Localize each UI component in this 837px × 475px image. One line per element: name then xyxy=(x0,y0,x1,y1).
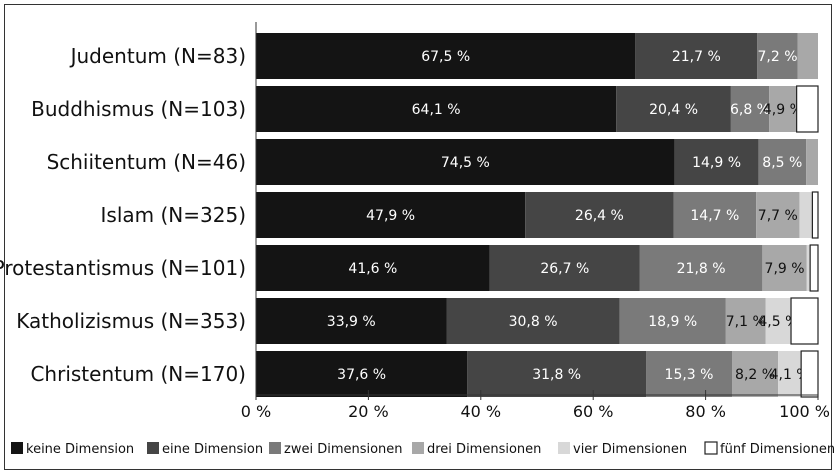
data-label: 4,9 % xyxy=(763,102,803,118)
bar-segment xyxy=(256,298,447,344)
data-label: 30,8 % xyxy=(509,314,558,330)
bar-segment xyxy=(635,33,758,79)
bar-segment xyxy=(799,192,813,238)
bar-segment xyxy=(725,298,766,344)
data-label: 37,6 % xyxy=(337,367,386,383)
bar-segment xyxy=(256,351,468,397)
category-label: Protestantismus (N=101) xyxy=(0,256,246,280)
legend-label: eine Dimension xyxy=(162,442,263,457)
legend-swatch xyxy=(558,442,570,454)
legend-swatch xyxy=(412,442,424,454)
bar-segment xyxy=(646,351,733,397)
bar-segment xyxy=(806,245,811,291)
category-label: Islam (N=325) xyxy=(101,203,246,227)
x-tick-label: 20 % xyxy=(348,402,389,421)
bar-segment xyxy=(730,86,770,132)
legend-label: drei Dimensionen xyxy=(427,442,541,457)
bar-segment xyxy=(778,351,802,397)
bar-segment xyxy=(758,139,807,185)
bar-segment xyxy=(256,192,526,238)
bar-segment xyxy=(756,192,800,238)
x-tick-label: 100 % xyxy=(779,402,830,421)
data-label: 7,2 % xyxy=(758,49,798,65)
bar-segment xyxy=(790,297,819,345)
data-label: 26,7 % xyxy=(540,261,589,277)
bar-segment xyxy=(796,85,819,133)
data-label: 20,4 % xyxy=(649,102,698,118)
x-tick-label: 60 % xyxy=(573,402,614,421)
bar-segment xyxy=(489,245,640,291)
data-label: 7,9 % xyxy=(765,261,805,277)
data-label: 21,8 % xyxy=(677,261,726,277)
bar-segment xyxy=(639,245,763,291)
bar-segment xyxy=(800,350,819,398)
x-tick-label: 80 % xyxy=(685,402,726,421)
data-label: 67,5 % xyxy=(421,49,470,65)
bar-segment xyxy=(806,139,818,185)
data-label: 64,1 % xyxy=(412,102,461,118)
category-label: Judentum (N=83) xyxy=(69,44,246,68)
bar-segment xyxy=(674,139,759,185)
legend-swatch xyxy=(704,441,718,455)
bar-segment xyxy=(762,245,807,291)
data-label: 15,3 % xyxy=(665,367,714,383)
data-label: 41,6 % xyxy=(348,261,397,277)
bar-segment xyxy=(757,33,798,79)
data-label: 21,7 % xyxy=(672,49,721,65)
legend-label: fünf Dimensionen xyxy=(720,442,835,457)
data-label: 33,9 % xyxy=(327,314,376,330)
category-label: Christentum (N=170) xyxy=(30,362,246,386)
data-label: 6,8 % xyxy=(730,102,770,118)
bar-segment xyxy=(256,139,675,185)
legend-label: keine Dimension xyxy=(26,442,134,457)
legend-label: zwei Dimensionen xyxy=(284,442,403,457)
x-tick-label: 40 % xyxy=(460,402,501,421)
data-label: 4,5 % xyxy=(758,314,798,330)
data-label: 8,5 % xyxy=(762,155,802,171)
bar-segment xyxy=(765,298,792,344)
bar-segment xyxy=(797,33,818,79)
bar-segment xyxy=(525,192,674,238)
data-label: 74,5 % xyxy=(441,155,490,171)
bar-segment xyxy=(619,298,726,344)
category-label: Buddhismus (N=103) xyxy=(31,97,246,121)
data-label: 4,1 % xyxy=(770,367,810,383)
bar-segment xyxy=(616,86,731,132)
legend-swatch xyxy=(147,442,159,454)
bar-segment xyxy=(769,86,797,132)
bar-segment xyxy=(809,244,819,292)
bar-segment xyxy=(811,191,819,239)
bar-segment xyxy=(256,33,636,79)
data-label: 7,1 % xyxy=(726,314,766,330)
category-label: Schiitentum (N=46) xyxy=(47,150,246,174)
data-label: 8,2 % xyxy=(735,367,775,383)
category-label: Katholizismus (N=353) xyxy=(16,309,246,333)
bar-segment xyxy=(467,351,647,397)
legend-swatch xyxy=(269,442,281,454)
data-label: 14,9 % xyxy=(692,155,741,171)
data-label: 14,7 % xyxy=(690,208,739,224)
data-label: 18,9 % xyxy=(648,314,697,330)
bar-segment xyxy=(256,86,617,132)
data-label: 7,7 % xyxy=(758,208,798,224)
bar-segment xyxy=(673,192,757,238)
legend-label: vier Dimensionen xyxy=(573,442,687,457)
data-label: 47,9 % xyxy=(366,208,415,224)
bar-segment xyxy=(446,298,620,344)
data-label: 31,8 % xyxy=(532,367,581,383)
data-label: 26,4 % xyxy=(575,208,624,224)
bar-segment xyxy=(256,245,490,291)
legend-swatch xyxy=(11,442,23,454)
x-tick-label: 0 % xyxy=(241,402,271,421)
bar-segment xyxy=(732,351,779,397)
